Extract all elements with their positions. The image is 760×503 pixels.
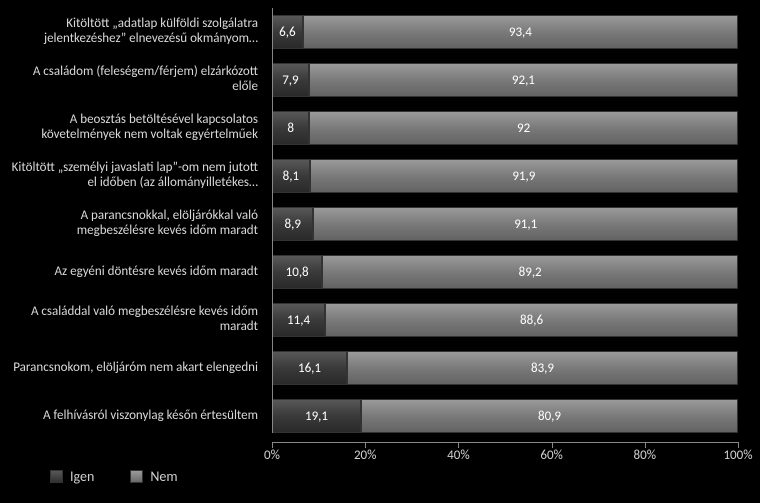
- value-label-igen: 7,9: [282, 73, 298, 88]
- value-label-nem: 91,9: [512, 169, 535, 184]
- value-label-igen: 8,1: [283, 169, 299, 184]
- legend-item-igen: Igen: [50, 468, 94, 485]
- x-tick-label: 60%: [540, 448, 562, 463]
- x-axis: 0%20%40%60%80%100%: [272, 442, 738, 472]
- bar-segment-nem: 91,1: [313, 207, 738, 241]
- value-label-igen: 8,9: [285, 217, 301, 232]
- bar-track: 8,9 91,1: [272, 207, 738, 241]
- bar-row: Kitöltött „adatlap külföldi szolgálatra …: [10, 8, 738, 56]
- category-label: Az egyéni döntésre kevés időm maradt: [10, 265, 272, 280]
- value-label-igen: 10,8: [286, 265, 309, 280]
- legend: Igen Nem: [50, 468, 178, 485]
- bar-track: 6,6 93,4: [272, 15, 738, 49]
- value-label-nem: 92,1: [512, 73, 535, 88]
- bar-track: 8,1 91,9: [272, 159, 738, 193]
- category-label: Kitöltött „adatlap külföldi szolgálatra …: [10, 17, 272, 47]
- value-label-nem: 88,6: [520, 313, 543, 328]
- category-label: A beosztás betöltésével kapcsolatos köve…: [10, 113, 272, 143]
- category-label: A parancsnokkal, elöljárókkal való megbe…: [10, 209, 272, 239]
- value-label-nem: 83,9: [531, 361, 554, 376]
- chart: Kitöltött „adatlap külföldi szolgálatra …: [10, 8, 750, 493]
- legend-label-igen: Igen: [70, 468, 94, 485]
- bar-segment-igen: 8,1: [272, 159, 310, 193]
- bar-track: 11,4 88,6: [272, 303, 738, 337]
- category-label: A felhívásról viszonylag későn értesülte…: [10, 409, 272, 424]
- value-label-igen: 16,1: [298, 361, 321, 376]
- bar-track: 7,9 92,1: [272, 63, 738, 97]
- bar-track: 19,1 80,9: [272, 399, 738, 433]
- bar-segment-nem: 93,4: [303, 15, 738, 49]
- bar-row: Kitöltött „személyi javaslati lap”-om ne…: [10, 152, 738, 200]
- legend-item-nem: Nem: [130, 468, 177, 485]
- value-label-igen: 19,1: [305, 409, 328, 424]
- x-tick-label: 20%: [354, 448, 376, 463]
- value-label-igen: 8: [287, 121, 294, 136]
- bar-track: 8 92: [272, 111, 738, 145]
- bar-segment-igen: 11,4: [272, 303, 325, 337]
- bar-segment-igen: 8: [272, 111, 309, 145]
- category-label: Kitöltött „személyi javaslati lap”-om ne…: [10, 161, 272, 191]
- x-tick-label: 100%: [723, 448, 752, 463]
- bar-segment-nem: 92: [309, 111, 738, 145]
- bar-row: A parancsnokkal, elöljárókkal való megbe…: [10, 200, 738, 248]
- legend-swatch-igen: [50, 470, 63, 483]
- bar-segment-igen: 10,8: [272, 255, 322, 289]
- bar-row: Az egyéni döntésre kevés időm maradt10,8…: [10, 248, 738, 296]
- x-tick-label: 0%: [264, 448, 280, 463]
- bar-row: A beosztás betöltésével kapcsolatos köve…: [10, 104, 738, 152]
- bar-segment-igen: 7,9: [272, 63, 309, 97]
- category-label: Parancsnokom, elöljáróm nem akart elenge…: [10, 361, 272, 376]
- value-label-nem: 80,9: [538, 409, 561, 424]
- bar-segment-nem: 80,9: [361, 399, 738, 433]
- legend-label-nem: Nem: [150, 468, 177, 485]
- bar-segment-nem: 88,6: [325, 303, 738, 337]
- bar-row: A felhívásról viszonylag későn értesülte…: [10, 392, 738, 440]
- value-label-igen: 11,4: [287, 313, 310, 328]
- x-tick-label: 40%: [447, 448, 469, 463]
- bar-segment-igen: 6,6: [272, 15, 303, 49]
- category-label: A családom (feleségem/férjem) elzárkózot…: [10, 65, 272, 95]
- bar-segment-nem: 89,2: [322, 255, 738, 289]
- value-label-nem: 89,2: [519, 265, 542, 280]
- bar-segment-igen: 19,1: [272, 399, 361, 433]
- bar-row: A családom (feleségem/férjem) elzárkózot…: [10, 56, 738, 104]
- bar-rows: Kitöltött „adatlap külföldi szolgálatra …: [10, 8, 738, 440]
- value-label-nem: 91,1: [514, 217, 537, 232]
- category-label: A családdal való megbeszélésre kevés idő…: [10, 305, 272, 335]
- bar-track: 16,1 83,9: [272, 351, 738, 385]
- bar-segment-nem: 92,1: [309, 63, 738, 97]
- bar-segment-nem: 83,9: [347, 351, 738, 385]
- bar-track: 10,8 89,2: [272, 255, 738, 289]
- x-tick-label: 80%: [634, 448, 656, 463]
- bar-segment-igen: 16,1: [272, 351, 347, 385]
- legend-swatch-nem: [130, 470, 143, 483]
- bar-row: Parancsnokom, elöljáróm nem akart elenge…: [10, 344, 738, 392]
- bar-row: A családdal való megbeszélésre kevés idő…: [10, 296, 738, 344]
- value-label-igen: 6,6: [279, 25, 295, 40]
- value-label-nem: 93,4: [509, 25, 532, 40]
- bar-segment-nem: 91,9: [310, 159, 738, 193]
- bar-segment-igen: 8,9: [272, 207, 313, 241]
- value-label-nem: 92: [517, 121, 530, 136]
- y-axis-line: [272, 8, 273, 433]
